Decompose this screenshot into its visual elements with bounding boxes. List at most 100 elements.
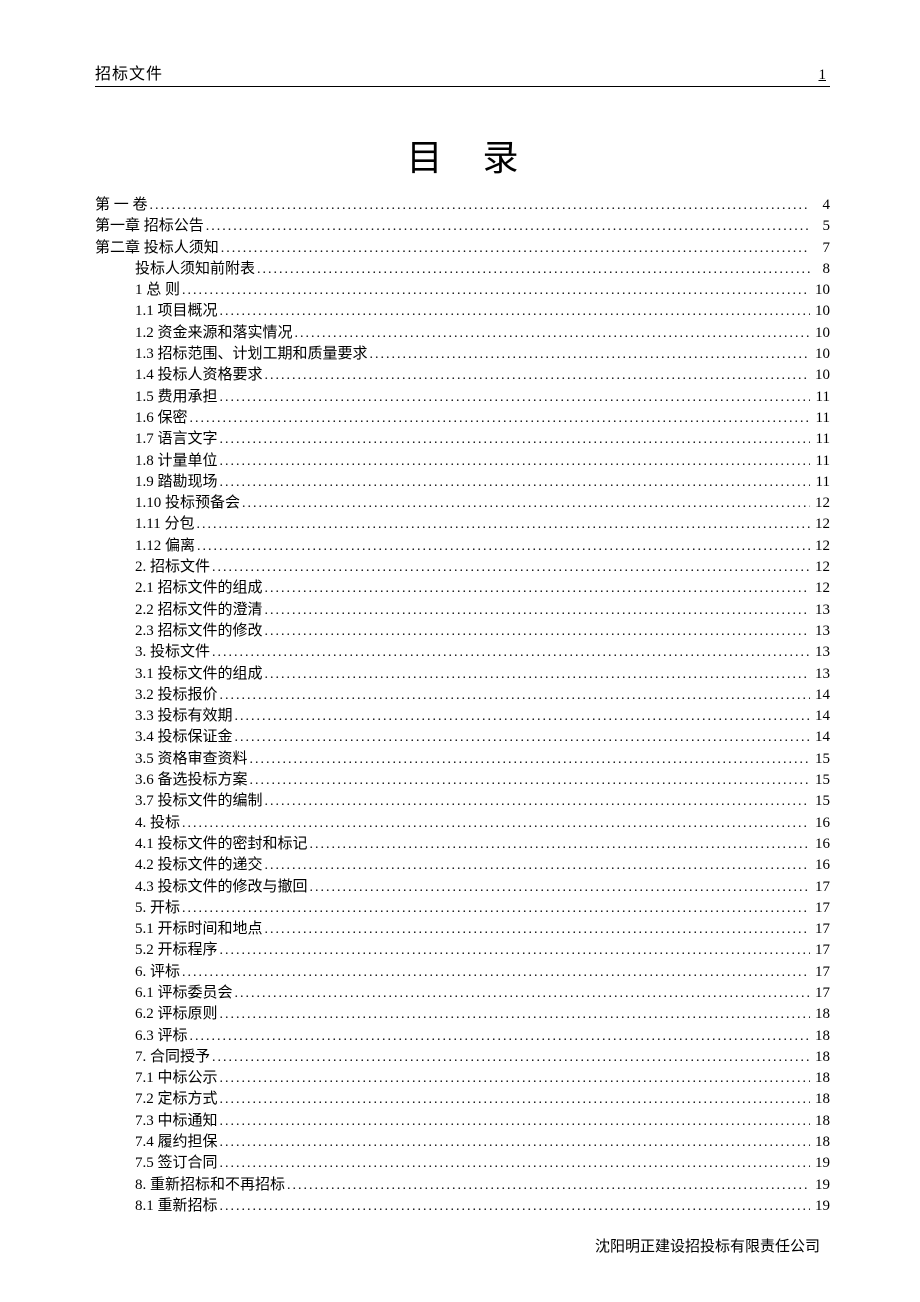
toc-entry-label: 3.4 投标保证金	[135, 727, 233, 748]
toc-entry-label: 5. 开标	[135, 898, 180, 919]
toc-leader-dots	[218, 1133, 810, 1153]
toc-entry-label: 3.3 投标有效期	[135, 706, 233, 727]
toc-leader-dots	[263, 601, 810, 621]
toc-entry: 2.3 招标文件的修改13	[95, 621, 830, 642]
toc-entry: 5.2 开标程序17	[95, 940, 830, 961]
toc-entry-label: 1.5 费用承担	[135, 387, 218, 408]
toc-entry: 1.6 保密11	[95, 408, 830, 429]
toc-entry-label: 7.1 中标公示	[135, 1068, 218, 1089]
toc-entry-label: 2. 招标文件	[135, 557, 210, 578]
toc-leader-dots	[218, 302, 810, 322]
toc-entry-label: 6.1 评标委员会	[135, 983, 233, 1004]
toc-entry: 7.1 中标公示18	[95, 1068, 830, 1089]
toc-leader-dots	[263, 366, 810, 386]
toc-entry-label: 6. 评标	[135, 962, 180, 983]
toc-leader-dots	[218, 473, 810, 493]
toc-entry: 2.2 招标文件的澄清13	[95, 600, 830, 621]
toc-entry-label: 1.9 踏勘现场	[135, 472, 218, 493]
toc-leader-dots	[233, 984, 810, 1004]
toc-entry-page: 18	[810, 1089, 830, 1110]
toc-entry: 3.6 备选投标方案15	[95, 770, 830, 791]
toc-entry-label: 4.2 投标文件的递交	[135, 855, 263, 876]
toc-entry-page: 4	[810, 195, 830, 216]
toc-entry: 3.1 投标文件的组成13	[95, 664, 830, 685]
toc-entry-label: 7.2 定标方式	[135, 1089, 218, 1110]
toc-leader-dots	[180, 814, 810, 834]
toc-entry-label: 1 总 则	[135, 280, 180, 301]
toc-entry-label: 7.5 签订合同	[135, 1153, 218, 1174]
toc-entry-label: 1.4 投标人资格要求	[135, 365, 263, 386]
toc-entry-page: 13	[810, 642, 830, 663]
toc-entry-label: 4. 投标	[135, 813, 180, 834]
toc-entry-page: 17	[810, 898, 830, 919]
toc-leader-dots	[263, 579, 810, 599]
toc-entry-page: 14	[810, 685, 830, 706]
toc-leader-dots	[263, 622, 810, 642]
toc-entry-page: 18	[810, 1132, 830, 1153]
toc-entry-page: 7	[810, 238, 830, 259]
toc-entry: 3.7 投标文件的编制15	[95, 791, 830, 812]
toc-entry-page: 17	[810, 877, 830, 898]
toc-entry-page: 18	[810, 1111, 830, 1132]
toc-entry-page: 12	[810, 493, 830, 514]
toc-entry-label: 3.1 投标文件的组成	[135, 664, 263, 685]
toc-entry-label: 8. 重新招标和不再招标	[135, 1175, 285, 1196]
toc-entry: 4.3 投标文件的修改与撤回 17	[95, 877, 830, 898]
toc-entry: 2. 招标文件 12	[95, 557, 830, 578]
toc-leader-dots	[218, 1154, 810, 1174]
toc-leader-dots	[218, 430, 810, 450]
toc-entry: 1.10 投标预备会 12	[95, 493, 830, 514]
toc-leader-dots	[188, 1027, 810, 1047]
toc-entry-page: 18	[810, 1026, 830, 1047]
toc-entry-page: 17	[810, 919, 830, 940]
toc-entry-page: 15	[810, 749, 830, 770]
toc-entry: 1 总 则10	[95, 280, 830, 301]
toc-entry-label: 4.3 投标文件的修改与撤回	[135, 877, 308, 898]
toc-leader-dots	[263, 792, 810, 812]
toc-entry: 2.1 招标文件的组成12	[95, 578, 830, 599]
toc-entry: 7. 合同授予18	[95, 1047, 830, 1068]
toc-entry-page: 18	[810, 1004, 830, 1025]
toc-entry: 8. 重新招标和不再招标19	[95, 1175, 830, 1196]
toc-entry-page: 19	[810, 1153, 830, 1174]
toc-entry: 1.8 计量单位11	[95, 451, 830, 472]
toc-entry: 3.3 投标有效期14	[95, 706, 830, 727]
toc-entry: 7.3 中标通知 18	[95, 1111, 830, 1132]
toc-leader-dots	[195, 537, 810, 557]
toc-entry-page: 12	[810, 557, 830, 578]
toc-entry-page: 16	[810, 813, 830, 834]
toc-leader-dots	[263, 665, 810, 685]
toc-entry: 6.3 评标18	[95, 1026, 830, 1047]
toc-entry-page: 11	[810, 451, 830, 472]
toc-entry-label: 1.10 投标预备会	[135, 493, 240, 514]
toc-entry-page: 12	[810, 536, 830, 557]
toc-entry: 3. 投标文件13	[95, 642, 830, 663]
toc-leader-dots	[210, 558, 810, 578]
toc-entry-page: 13	[810, 600, 830, 621]
toc-entry-label: 投标人须知前附表	[135, 259, 255, 280]
toc-leader-dots	[293, 324, 810, 344]
toc-entry-page: 11	[810, 429, 830, 450]
toc-entry-page: 11	[810, 472, 830, 493]
toc-leader-dots	[218, 388, 810, 408]
toc-entry-page: 15	[810, 770, 830, 791]
header-title: 招标文件	[95, 60, 163, 84]
toc-leader-dots	[219, 239, 810, 259]
toc-entry-page: 8	[810, 259, 830, 280]
toc-leader-dots	[218, 1005, 810, 1025]
toc-leader-dots	[180, 281, 810, 301]
toc-entry: 7.2 定标方式 18	[95, 1089, 830, 1110]
toc-leader-dots	[285, 1176, 810, 1196]
toc-leader-dots	[233, 707, 810, 727]
toc-leader-dots	[263, 920, 810, 940]
toc-entry: 1.1 项目概况 10	[95, 301, 830, 322]
toc-entry: 1.12 偏离12	[95, 536, 830, 557]
toc-entry-page: 17	[810, 983, 830, 1004]
toc-leader-dots	[233, 728, 810, 748]
toc-leader-dots	[240, 494, 810, 514]
toc-entry-label: 第一章 招标公告	[95, 216, 204, 237]
toc-entry-label: 3.5 资格审查资料	[135, 749, 248, 770]
toc-entry-label: 2.1 招标文件的组成	[135, 578, 263, 599]
toc-entry: 4.2 投标文件的递交16	[95, 855, 830, 876]
toc-entry-page: 11	[810, 408, 830, 429]
